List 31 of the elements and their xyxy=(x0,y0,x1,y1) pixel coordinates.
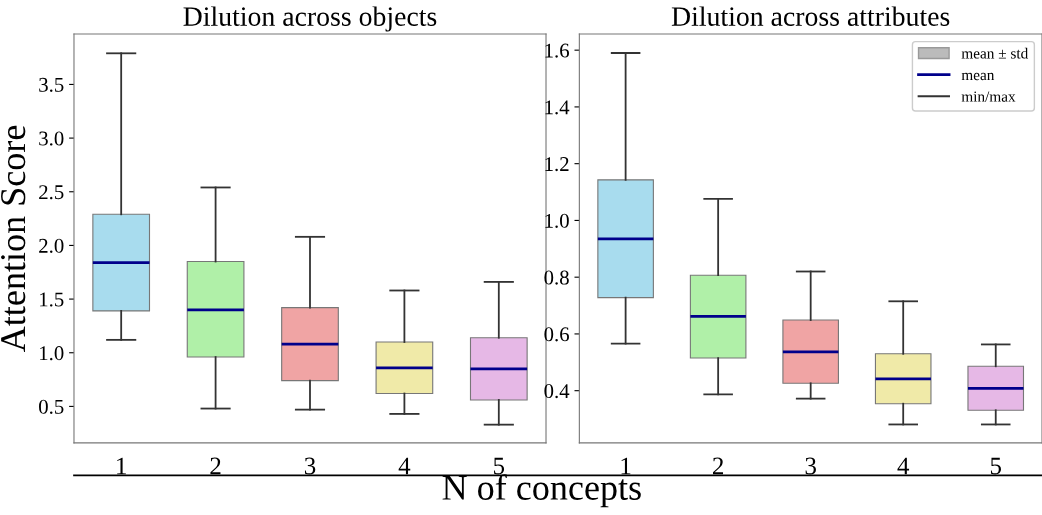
x-tick-label: 1 xyxy=(621,457,631,475)
y-tick-label: 0.4 xyxy=(544,384,570,399)
y-tick-label: 0.8 xyxy=(544,270,569,285)
y-tick-label: 3.5 xyxy=(39,77,64,92)
y-tick-label: 0.6 xyxy=(544,327,570,342)
x-tick-label: 3 xyxy=(304,457,316,475)
y-axis-title: Attention Score xyxy=(1,125,26,352)
y-tick-label: 0.5 xyxy=(39,399,64,414)
y-tick-label: 1.5 xyxy=(40,292,64,307)
y-tick-label: 3.0 xyxy=(39,131,64,146)
annotation: min/max xyxy=(961,91,1016,102)
y-tick-label: 1.6 xyxy=(545,43,570,58)
y-tick-label: 1.0 xyxy=(40,346,64,361)
x-tick-label: 3 xyxy=(805,457,816,475)
y-tick-label: 1.0 xyxy=(545,213,569,228)
chart-title: Dilution across objects xyxy=(183,6,437,32)
x-tick-label: 5 xyxy=(494,457,505,475)
x-axis-title: N of concepts xyxy=(442,474,641,508)
x-tick-label: 2 xyxy=(712,457,724,475)
y-tick-label: 2.0 xyxy=(39,238,64,253)
annotation: mean xyxy=(961,72,995,81)
x-tick-label: 4 xyxy=(897,457,910,475)
chart-title: Dilution across attributes xyxy=(671,6,950,26)
x-tick-label: 4 xyxy=(398,457,411,475)
annotation: mean ± std xyxy=(961,47,1029,59)
x-tick-label: 5 xyxy=(990,457,1002,475)
x-tick-label: 1 xyxy=(117,457,126,475)
y-tick-label: 1.2 xyxy=(545,157,569,172)
y-tick-label: 1.4 xyxy=(545,100,570,115)
x-tick-label: 2 xyxy=(210,457,221,475)
y-tick-label: 2.5 xyxy=(39,185,64,200)
